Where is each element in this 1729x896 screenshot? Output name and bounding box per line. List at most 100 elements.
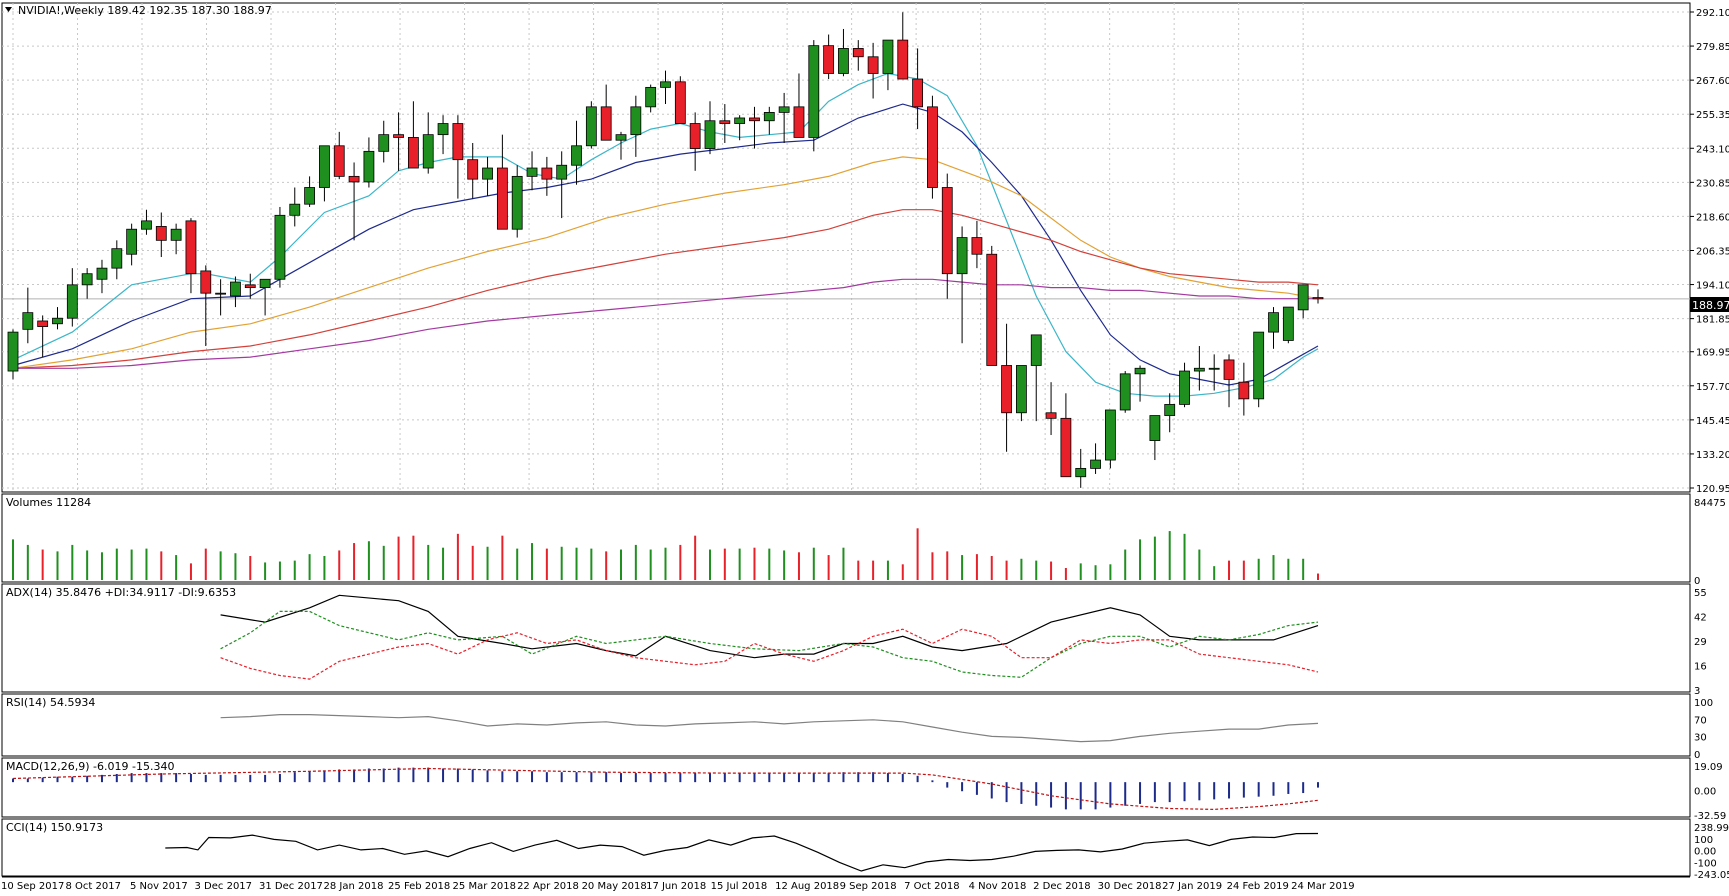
candle <box>734 117 746 124</box>
candle <box>126 228 138 255</box>
panel-main <box>1 2 1691 493</box>
title-dropdown-icon[interactable] <box>5 7 12 12</box>
y-tick-label: 206.35 <box>1696 246 1729 257</box>
ma-line-1 <box>12 103 1319 386</box>
candle <box>482 167 493 180</box>
candle <box>749 117 760 122</box>
x-tick-label: 10 Sep 2017 <box>1 881 64 892</box>
candle <box>1179 370 1190 405</box>
x-tick-label: 22 Apr 2018 <box>517 881 579 892</box>
panel-tick-label: 42 <box>1694 613 1707 624</box>
candle <box>1149 415 1161 441</box>
candle <box>630 106 642 136</box>
candle <box>674 81 686 124</box>
candle <box>185 220 197 275</box>
indicator-series: Volumes 11284 ADX(14) 35.8476 +DI:34.9117… <box>6 496 1319 872</box>
candle <box>1253 331 1265 400</box>
panel-tick-label: -243.059 <box>1694 870 1729 881</box>
candle <box>1001 365 1012 414</box>
candle <box>363 150 375 183</box>
ma-line-4 <box>13 278 1318 369</box>
candle <box>244 284 256 289</box>
panel-tick-label: 29 <box>1694 637 1707 648</box>
candle <box>838 48 849 74</box>
ma-line-3 <box>12 209 1319 369</box>
candle <box>348 175 360 183</box>
candle <box>52 317 63 325</box>
panel-tick-label: 0.00 <box>1694 847 1716 858</box>
candle <box>689 123 701 149</box>
x-tick-label: 9 Sep 2018 <box>840 881 897 892</box>
y-tick-label: 243.10 <box>1696 144 1729 155</box>
x-tick-label: 15 Jul 2018 <box>711 881 768 892</box>
y-tick-label: 279.85 <box>1696 42 1729 53</box>
panel-label-macd: MACD(12,26,9) -6.019 -15.340 <box>6 760 174 773</box>
axis-labels: 10 Sep 2017 8 Oct 2017 5 Nov 2017 3 Dec 201… <box>1 8 1729 892</box>
candle <box>1208 367 1220 370</box>
candle <box>941 187 953 275</box>
y-tick-label: 157.70 <box>1696 382 1729 393</box>
x-tick-label: 2 Dec 2018 <box>1033 881 1091 892</box>
candle <box>274 214 286 280</box>
candle <box>66 284 78 319</box>
candle <box>496 167 508 230</box>
panel-tick-label: -32.59 <box>1694 811 1726 822</box>
candle <box>956 237 968 275</box>
candle <box>230 281 241 297</box>
candle <box>467 159 479 180</box>
panel-tick-label: 70 <box>1694 715 1707 726</box>
candle <box>1045 412 1057 419</box>
candle <box>37 320 49 327</box>
candle <box>1312 297 1324 300</box>
candle <box>111 248 123 269</box>
candle <box>971 237 983 255</box>
y-tick-label: 133.20 <box>1696 450 1729 461</box>
panel-tick-label: 30 <box>1694 733 1707 744</box>
candle <box>407 137 419 169</box>
y-tick-label: 194.10 <box>1696 281 1729 292</box>
last-price-label: 188.97 <box>1692 299 1729 312</box>
candle <box>170 228 182 241</box>
candle <box>200 270 212 294</box>
x-tick-label: 5 Nov 2017 <box>130 881 188 892</box>
candle <box>304 187 315 205</box>
x-tick-label: 24 Feb 2019 <box>1227 881 1289 892</box>
panel-volumes <box>1 493 1691 583</box>
candle <box>81 273 93 286</box>
candle <box>1075 467 1087 478</box>
candle <box>215 292 227 295</box>
panel-cci <box>1 818 1691 877</box>
candle <box>319 145 330 188</box>
panel-frames <box>1 2 1691 878</box>
candle <box>141 220 152 230</box>
candle <box>1090 459 1101 469</box>
x-tick-label: 25 Mar 2018 <box>453 881 516 892</box>
x-tick-label: 4 Nov 2018 <box>969 881 1027 892</box>
panel-tick-label: 0.00 <box>1694 787 1716 798</box>
x-tick-label: 7 Oct 2018 <box>904 881 959 892</box>
y-tick-label: 292.10 <box>1696 8 1729 19</box>
candle <box>1060 417 1072 478</box>
panel-label-cci: CCI(14) 150.9173 <box>6 821 103 834</box>
x-tick-label: 27 Jan 2019 <box>1162 881 1222 892</box>
y-tick-label: 230.85 <box>1696 178 1729 189</box>
panel-tick-label: 238.9937 <box>1694 823 1729 834</box>
candle <box>155 226 167 241</box>
candle <box>1104 409 1116 461</box>
panel-tick-label: 84475 <box>1694 498 1726 509</box>
x-tick-label: 17 Jun 2018 <box>646 881 706 892</box>
candle <box>1297 284 1309 311</box>
x-tick-label: 12 Aug 2018 <box>775 881 839 892</box>
candle <box>393 134 404 138</box>
candlestick-series <box>7 12 1324 488</box>
macd-signal-line <box>12 767 1319 811</box>
candle <box>1238 381 1250 400</box>
candle <box>852 48 864 58</box>
candle <box>927 106 938 188</box>
candle <box>793 106 805 138</box>
panel-label-volumes: Volumes 11284 <box>6 496 91 509</box>
candle <box>452 123 464 161</box>
candle <box>719 120 731 124</box>
panel-adx <box>1 583 1691 693</box>
